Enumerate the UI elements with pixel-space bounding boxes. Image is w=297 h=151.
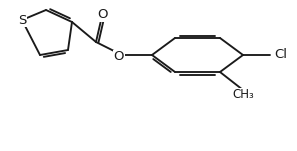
Text: O: O bbox=[114, 50, 124, 64]
Text: Cl: Cl bbox=[274, 48, 287, 61]
Text: O: O bbox=[98, 8, 108, 21]
Text: S: S bbox=[18, 13, 26, 26]
Text: CH₃: CH₃ bbox=[232, 88, 254, 101]
